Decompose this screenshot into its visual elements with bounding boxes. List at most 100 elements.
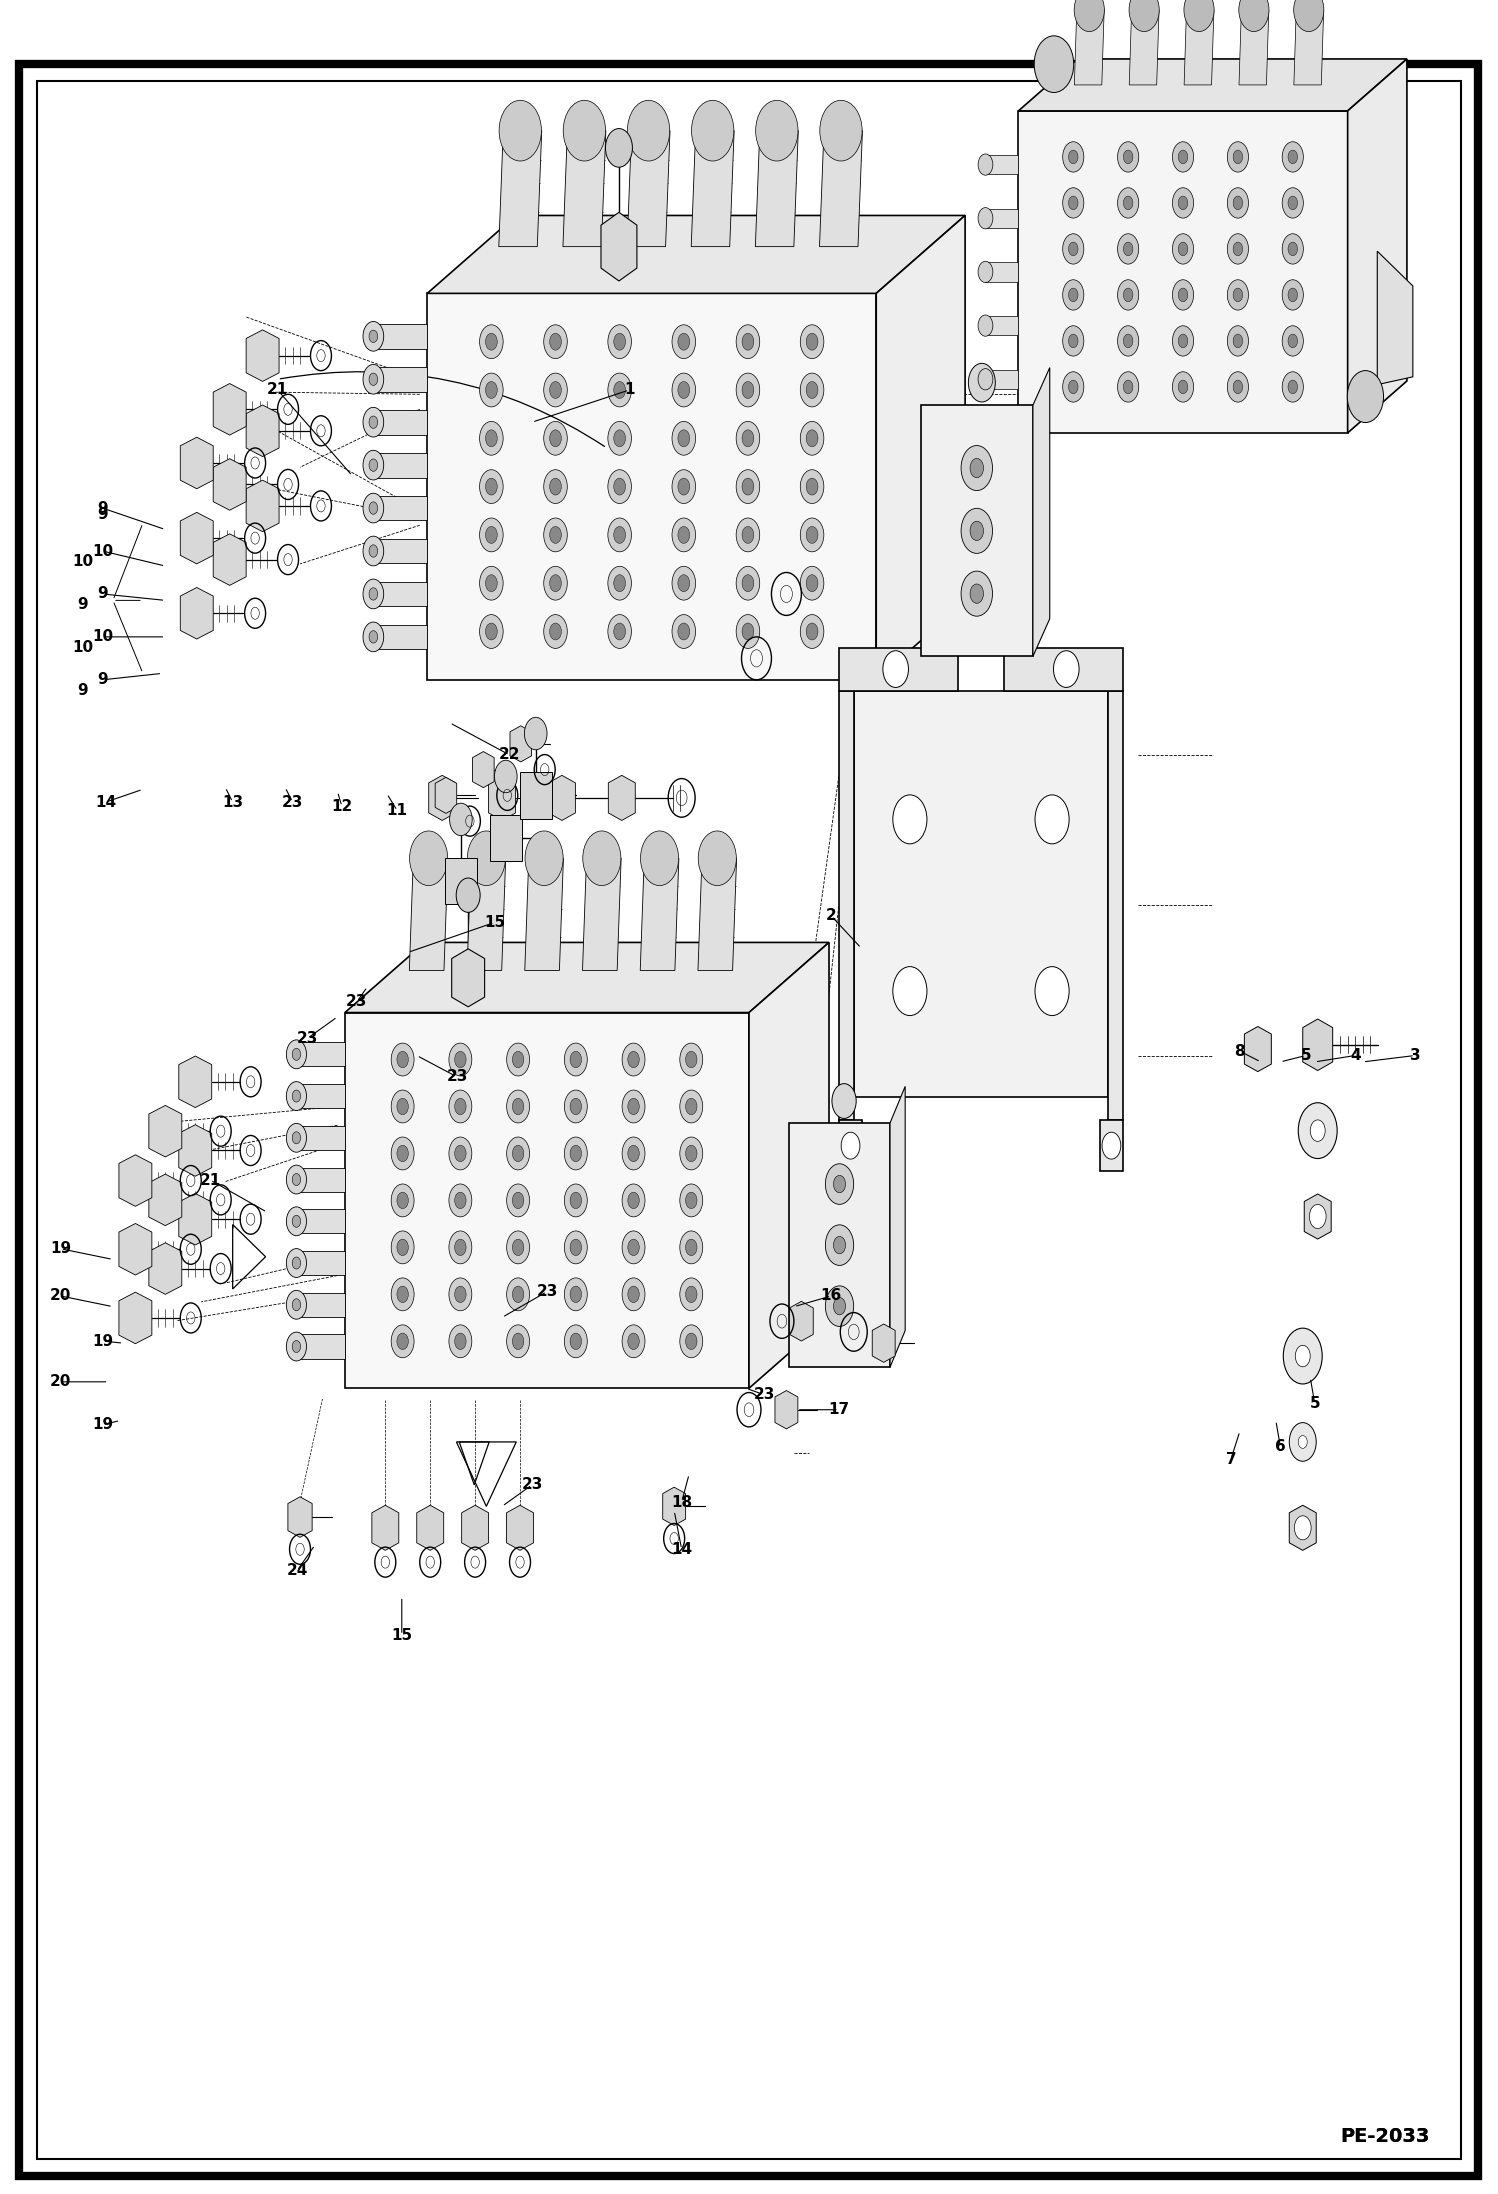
Circle shape — [1179, 241, 1188, 257]
Circle shape — [1233, 333, 1243, 349]
Polygon shape — [297, 1334, 345, 1358]
Circle shape — [363, 450, 383, 480]
Circle shape — [800, 518, 824, 553]
Circle shape — [1309, 1205, 1326, 1229]
Polygon shape — [373, 540, 427, 564]
Circle shape — [614, 527, 626, 544]
Polygon shape — [372, 1505, 398, 1551]
Circle shape — [1062, 235, 1085, 263]
Polygon shape — [373, 452, 427, 478]
Circle shape — [485, 430, 497, 448]
Text: PE-2033: PE-2033 — [1341, 2126, 1431, 2146]
Circle shape — [363, 364, 383, 395]
Polygon shape — [921, 406, 1034, 656]
Polygon shape — [1074, 11, 1104, 86]
Text: 9: 9 — [78, 682, 88, 698]
Circle shape — [506, 1042, 530, 1075]
Circle shape — [506, 1136, 530, 1169]
Circle shape — [524, 717, 547, 750]
Circle shape — [286, 1248, 307, 1277]
Circle shape — [550, 333, 562, 351]
Polygon shape — [246, 329, 279, 382]
Circle shape — [686, 1286, 697, 1303]
Text: 20: 20 — [49, 1373, 72, 1389]
Circle shape — [1118, 143, 1138, 171]
Circle shape — [686, 1145, 697, 1161]
Polygon shape — [148, 1106, 181, 1156]
Circle shape — [679, 333, 689, 351]
Circle shape — [363, 623, 383, 652]
Circle shape — [454, 1240, 466, 1255]
Circle shape — [565, 1136, 587, 1169]
Circle shape — [679, 575, 689, 592]
Circle shape — [485, 478, 497, 496]
Circle shape — [391, 1090, 413, 1123]
Circle shape — [1311, 1119, 1326, 1141]
Circle shape — [1062, 281, 1085, 309]
Circle shape — [1288, 241, 1297, 257]
Text: 3: 3 — [1410, 1049, 1420, 1064]
Circle shape — [1227, 325, 1248, 355]
Circle shape — [614, 478, 626, 496]
Polygon shape — [297, 1251, 345, 1275]
Circle shape — [833, 1297, 845, 1314]
Polygon shape — [548, 774, 575, 821]
Polygon shape — [118, 1154, 151, 1207]
Circle shape — [1227, 189, 1248, 217]
Circle shape — [628, 1191, 640, 1209]
Circle shape — [673, 373, 695, 406]
Circle shape — [806, 382, 818, 399]
Circle shape — [800, 614, 824, 649]
Circle shape — [563, 101, 605, 160]
Polygon shape — [1034, 369, 1050, 656]
Circle shape — [680, 1090, 703, 1123]
Circle shape — [622, 1277, 646, 1310]
Circle shape — [544, 614, 568, 649]
Circle shape — [679, 382, 689, 399]
Circle shape — [512, 1334, 524, 1349]
Polygon shape — [506, 1505, 533, 1551]
Polygon shape — [488, 774, 515, 821]
Polygon shape — [373, 410, 427, 434]
Polygon shape — [297, 1084, 345, 1108]
Circle shape — [292, 1174, 301, 1185]
Circle shape — [1233, 241, 1243, 257]
Circle shape — [673, 518, 695, 553]
Text: 19: 19 — [91, 1334, 112, 1349]
Circle shape — [628, 1145, 640, 1161]
Circle shape — [755, 101, 798, 160]
Polygon shape — [1239, 11, 1269, 86]
Circle shape — [622, 1042, 646, 1075]
Circle shape — [641, 832, 679, 886]
Circle shape — [1053, 652, 1079, 687]
Polygon shape — [180, 437, 213, 489]
Circle shape — [971, 459, 984, 478]
Text: 9: 9 — [97, 671, 108, 687]
Text: 23: 23 — [446, 1068, 467, 1084]
Polygon shape — [452, 948, 485, 1007]
Circle shape — [1284, 1327, 1323, 1384]
Circle shape — [485, 623, 497, 641]
Text: 19: 19 — [91, 1417, 112, 1433]
Circle shape — [622, 1185, 646, 1218]
Circle shape — [680, 1231, 703, 1264]
Circle shape — [1118, 235, 1138, 263]
Polygon shape — [246, 480, 279, 531]
Polygon shape — [1377, 250, 1413, 384]
Circle shape — [628, 1240, 640, 1255]
Circle shape — [742, 623, 753, 641]
Circle shape — [1294, 1516, 1311, 1540]
Text: 10: 10 — [91, 630, 112, 645]
Circle shape — [1068, 195, 1079, 211]
Polygon shape — [499, 132, 542, 246]
Circle shape — [1282, 235, 1303, 263]
Polygon shape — [1019, 112, 1348, 432]
Circle shape — [454, 1099, 466, 1115]
Circle shape — [628, 1334, 640, 1349]
Circle shape — [968, 364, 995, 402]
Polygon shape — [1004, 647, 1124, 691]
Circle shape — [962, 445, 993, 491]
Circle shape — [479, 325, 503, 358]
Circle shape — [893, 794, 927, 845]
Polygon shape — [628, 132, 670, 246]
